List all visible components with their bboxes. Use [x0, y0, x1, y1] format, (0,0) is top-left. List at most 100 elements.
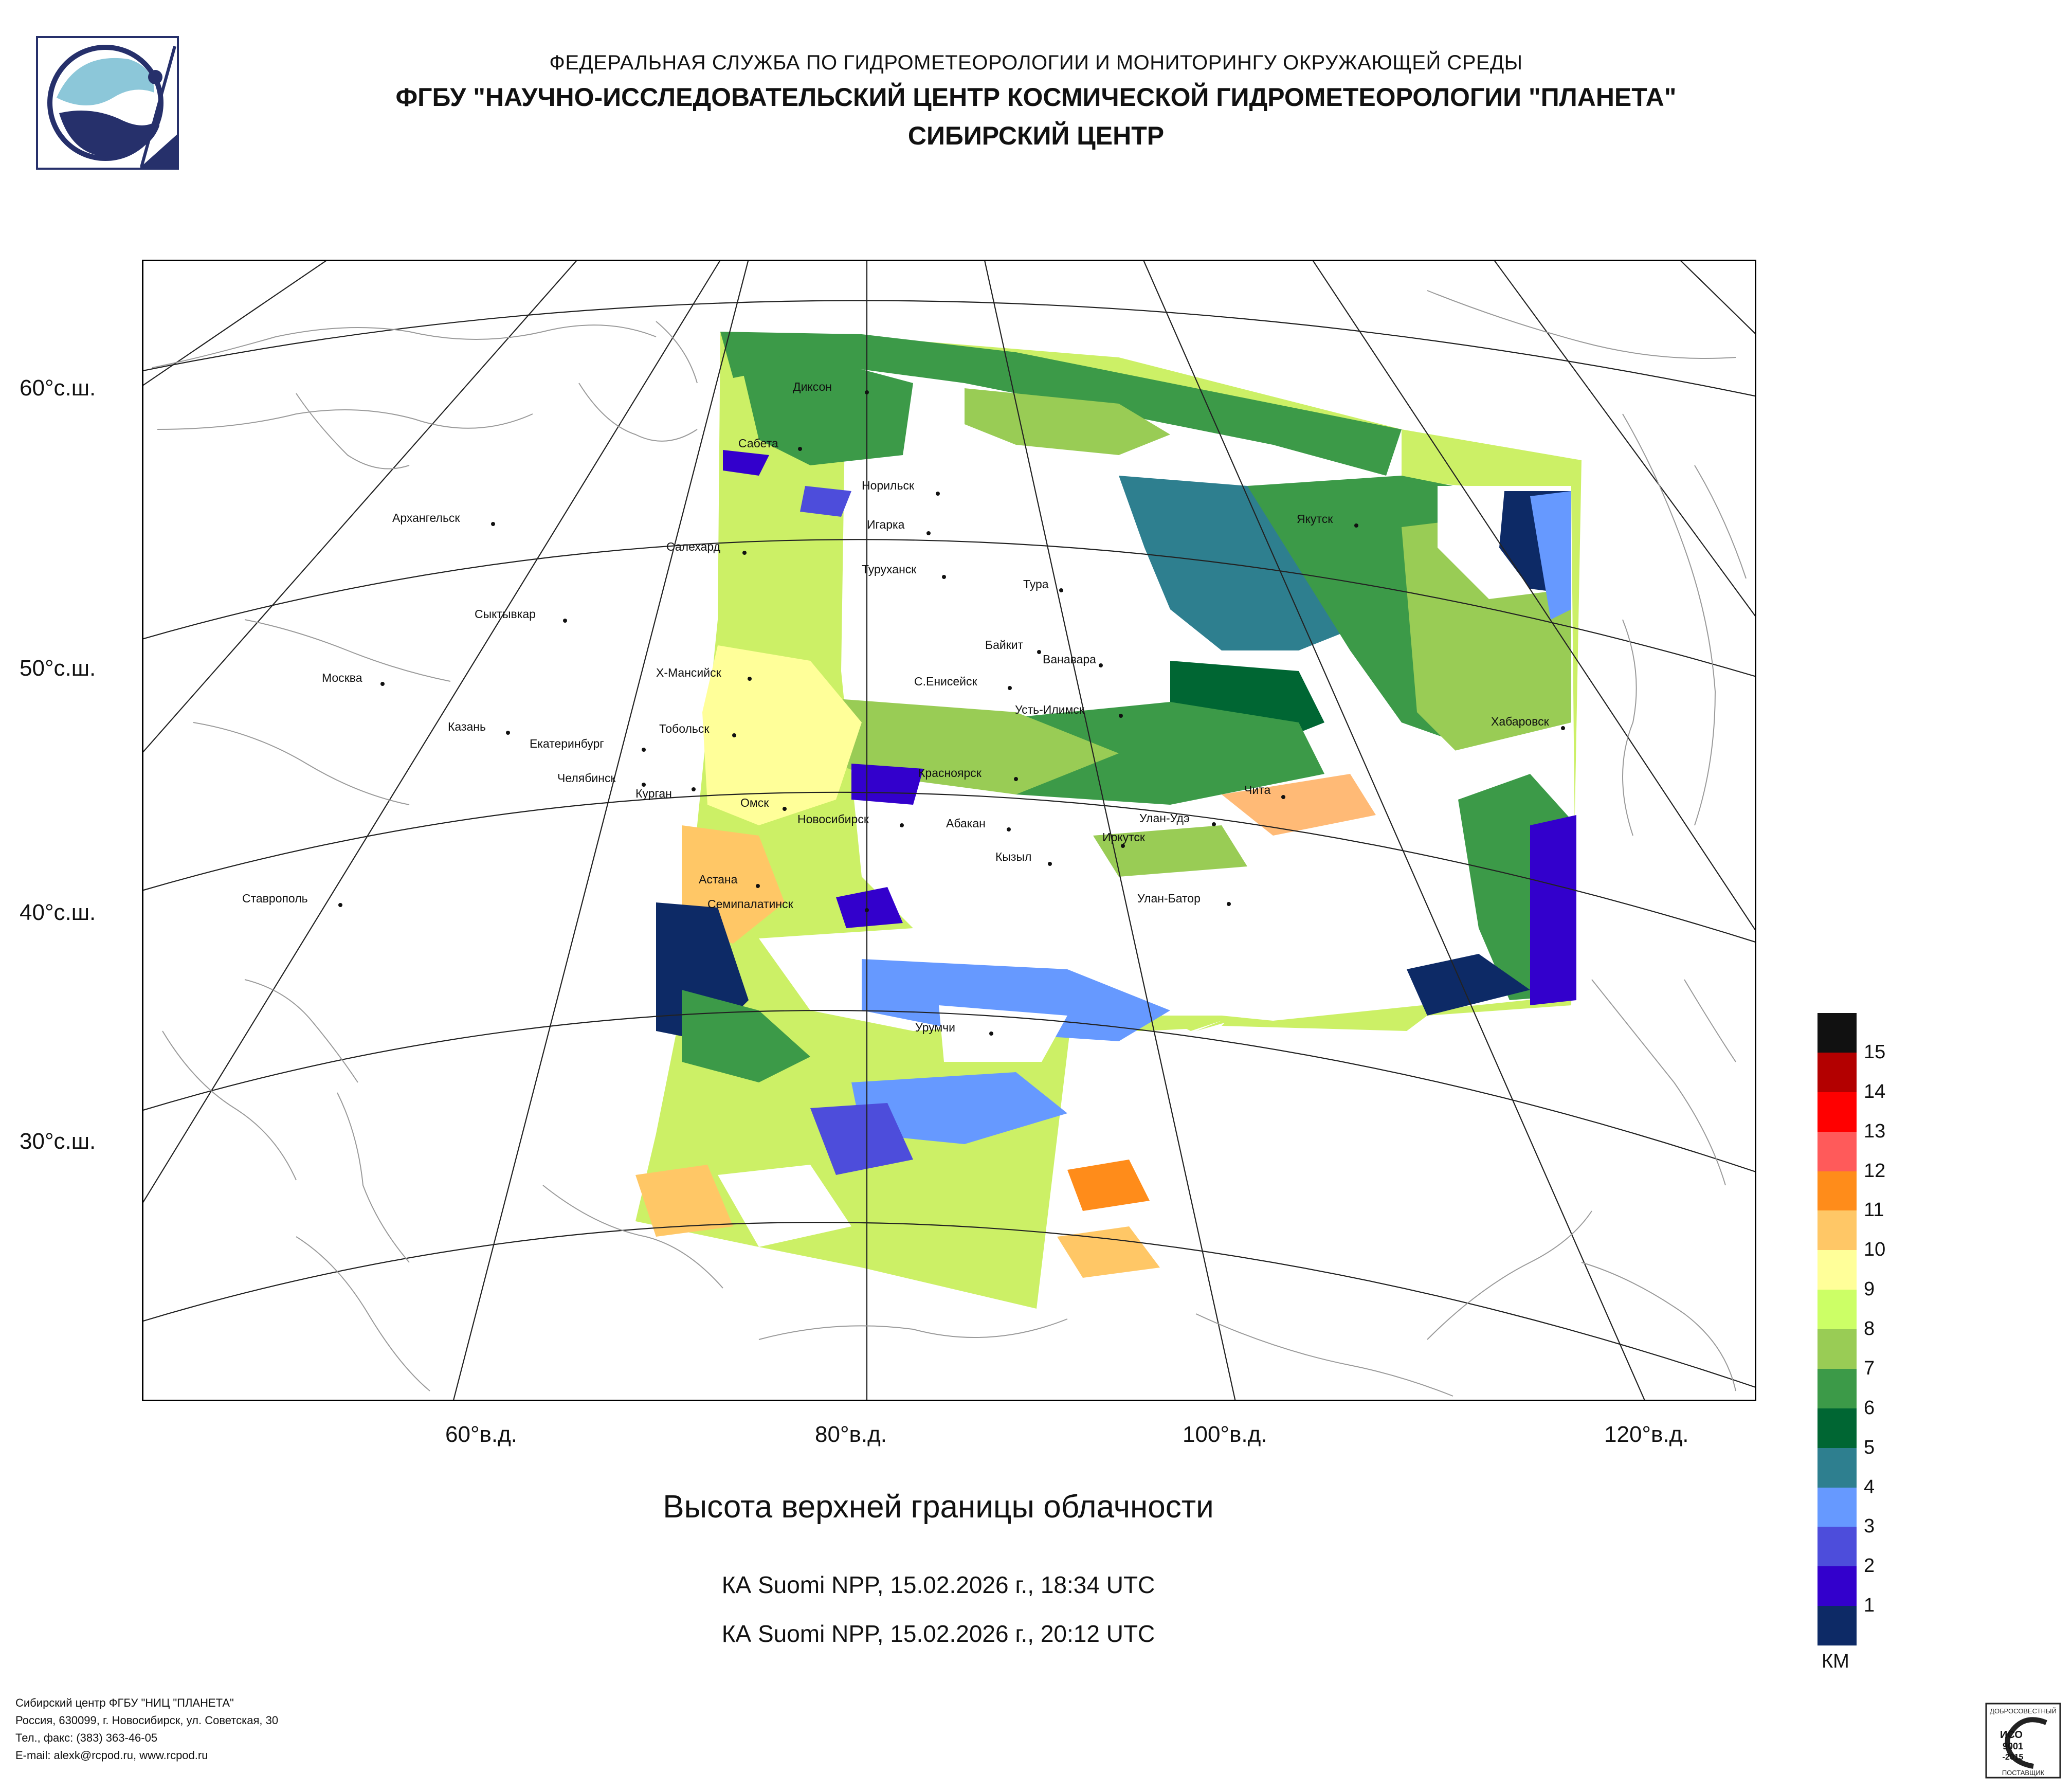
cert-top: ДОБРОСОВЕСТНЫЙ — [1990, 1707, 2057, 1715]
iso-cert-badge: ДОБРОСОВЕСТНЫЙ ИСО 9001 -2015 ПОСТАВЩИК — [1985, 1702, 2062, 1779]
cert-line3: -2015 — [2003, 1753, 2024, 1762]
header-agency: ФЕДЕРАЛЬНАЯ СЛУЖБА ПО ГИДРОМЕТЕОРОЛОГИИ … — [549, 51, 1523, 74]
legend-label: 3 — [1864, 1515, 1875, 1537]
lat-label-50: 50°с.ш. — [20, 656, 96, 681]
city-label: Сабета — [738, 437, 778, 450]
legend-label: 15 — [1864, 1041, 1886, 1063]
city-label: Улан-Удэ — [1139, 811, 1190, 825]
city-label: Диксон — [793, 380, 832, 393]
city-label: Урумчи — [915, 1021, 955, 1034]
cert-line1: ИСО — [2000, 1729, 2023, 1741]
lon-label-60: 60°в.д. — [445, 1422, 518, 1447]
city-label: Красноярск — [918, 766, 982, 780]
footer-line: Тел., факс: (383) 363-46-05 — [15, 1731, 158, 1744]
city-label: Курган — [635, 787, 672, 800]
footer-line: Россия, 630099, г. Новосибирск, ул. Сове… — [15, 1714, 279, 1727]
footer-line: Сибирский центр ФГБУ "НИЦ "ПЛАНЕТА" — [15, 1696, 234, 1709]
legend-swatch — [1817, 1171, 1857, 1211]
legend-label: 5 — [1864, 1436, 1875, 1458]
city-label: Екатеринбург — [530, 737, 604, 750]
city-label: Норильск — [862, 479, 915, 492]
footer-line: E-mail: alexk@rcpod.ru, www.rcpod.ru — [15, 1749, 208, 1762]
city-label: Усть-Илимск — [1015, 703, 1085, 716]
legend-label: 2 — [1864, 1555, 1875, 1577]
legend-label: 10 — [1864, 1239, 1886, 1261]
lat-label-30: 30°с.ш. — [20, 1129, 96, 1154]
header-institute: ФГБУ "НАУЧНО-ИССЛЕДОВАТЕЛЬСКИЙ ЦЕНТР КОС… — [395, 83, 1677, 112]
city-label: Якутск — [1297, 512, 1333, 526]
footer-contacts: Сибирский центр ФГБУ "НИЦ "ПЛАНЕТА" Росс… — [15, 1694, 278, 1764]
city-label: Хабаровск — [1491, 715, 1550, 728]
legend-swatch — [1817, 1250, 1857, 1290]
lat-label-60: 60°с.ш. — [20, 375, 96, 401]
lon-label-120: 120°в.д. — [1604, 1422, 1689, 1447]
city-markers: Диксон Сабета Норильск Игарка Салехард Т… — [242, 380, 1565, 1036]
legend-swatches — [1817, 1013, 1857, 1645]
cert-line2: 9001 — [2003, 1741, 2023, 1751]
city-label: Туруханск — [862, 563, 917, 576]
city-label: С.Енисейск — [914, 675, 978, 688]
city-label: Астана — [699, 873, 738, 886]
map-frame: Диксон Сабета Норильск Игарка Салехард Т… — [140, 258, 1758, 1403]
city-label: Ставрополь — [242, 892, 308, 905]
city-label: Ванавара — [1043, 653, 1096, 666]
city-label: Х-Мансийск — [656, 666, 722, 679]
city-label: Байкит — [985, 638, 1024, 652]
city-label: Кызыл — [995, 850, 1031, 863]
legend-labels: 15 14 13 12 11 10 9 8 7 6 5 4 3 2 1 — [1864, 1013, 1915, 1645]
legend-label: 9 — [1864, 1278, 1875, 1300]
legend-swatch — [1817, 1290, 1857, 1329]
city-label: Семипалатинск — [707, 897, 794, 911]
legend-swatch — [1817, 1408, 1857, 1448]
legend-label: 4 — [1864, 1476, 1875, 1498]
city-label: Москва — [322, 671, 362, 684]
city-label: Абакан — [946, 817, 986, 830]
city-label: Тобольск — [659, 722, 710, 735]
legend-label: 11 — [1864, 1199, 1884, 1221]
city-label: Чита — [1244, 783, 1270, 797]
legend-swatch — [1817, 1606, 1857, 1645]
city-label: Салехард — [666, 540, 721, 553]
pass-2: КА Suomi NPP, 15.02.2026 г., 20:12 UTC — [721, 1620, 1155, 1647]
legend-swatch — [1817, 1329, 1857, 1369]
pass-1: КА Suomi NPP, 15.02.2026 г., 18:34 UTC — [721, 1571, 1155, 1598]
header-center: СИБИРСКИЙ ЦЕНТР — [907, 121, 1165, 150]
city-label: Омск — [740, 796, 769, 809]
map-title: Высота верхней границы облачности — [663, 1489, 1214, 1525]
legend-label: 6 — [1864, 1397, 1875, 1419]
legend-swatch — [1817, 1487, 1857, 1527]
legend-swatch — [1817, 1527, 1857, 1567]
coastlines — [152, 290, 1747, 1397]
city-label: Иркутск — [1102, 830, 1146, 844]
legend-swatch — [1817, 1052, 1857, 1092]
color-legend — [1817, 1013, 1857, 1645]
city-label: Челябинск — [557, 771, 616, 785]
city-label: Игарка — [867, 518, 905, 531]
legend-swatch — [1817, 1013, 1857, 1053]
legend-swatch — [1817, 1448, 1857, 1488]
city-label: Улан-Батор — [1137, 892, 1201, 905]
legend-swatch — [1817, 1210, 1857, 1251]
legend-swatch — [1817, 1131, 1857, 1171]
legend-label: 7 — [1864, 1357, 1875, 1379]
legend-label: 14 — [1864, 1080, 1886, 1102]
cloud-top-swath — [635, 332, 1582, 1309]
legend-label: 1 — [1864, 1595, 1875, 1617]
legend-label: 13 — [1864, 1120, 1886, 1142]
city-label: Сыктывкар — [475, 607, 536, 621]
city-label: Архангельск — [392, 511, 460, 524]
city-label: Новосибирск — [797, 812, 869, 826]
legend-swatch — [1817, 1368, 1857, 1408]
lat-label-40: 40°с.ш. — [20, 900, 96, 925]
city-label: Тура — [1023, 577, 1049, 591]
legend-label: 8 — [1864, 1318, 1875, 1340]
lon-label-100: 100°в.д. — [1183, 1422, 1267, 1447]
legend-unit: КМ — [1822, 1651, 1849, 1672]
legend-swatch — [1817, 1092, 1857, 1132]
city-label: Казань — [448, 720, 486, 733]
legend-swatch — [1817, 1566, 1857, 1606]
lon-label-80: 80°в.д. — [815, 1422, 887, 1447]
legend-label: 12 — [1864, 1160, 1886, 1182]
planeta-logo — [36, 36, 179, 170]
cert-bottom: ПОСТАВЩИК — [2002, 1769, 2045, 1777]
